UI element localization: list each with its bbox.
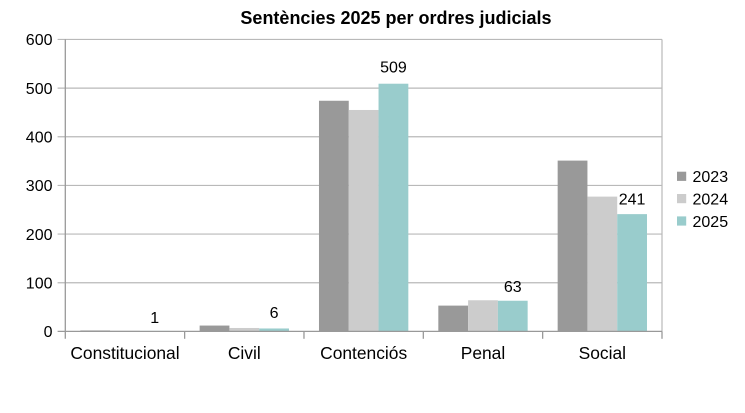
svg-text:63: 63 bbox=[504, 279, 522, 296]
svg-text:509: 509 bbox=[380, 60, 407, 77]
svg-text:0: 0 bbox=[44, 324, 53, 341]
svg-text:Sentències 2025 per ordres jud: Sentències 2025 per ordres judicials bbox=[240, 8, 551, 28]
svg-text:300: 300 bbox=[26, 178, 53, 195]
svg-text:100: 100 bbox=[26, 276, 53, 293]
svg-text:2025: 2025 bbox=[693, 214, 729, 231]
svg-text:500: 500 bbox=[26, 81, 53, 98]
svg-text:Contenciós: Contenciós bbox=[320, 343, 407, 363]
svg-text:Social: Social bbox=[579, 343, 626, 363]
svg-text:2024: 2024 bbox=[693, 191, 729, 208]
svg-text:400: 400 bbox=[26, 130, 53, 147]
svg-text:Constitucional: Constitucional bbox=[70, 343, 179, 363]
svg-text:Civil: Civil bbox=[228, 343, 261, 363]
svg-text:2023: 2023 bbox=[693, 169, 729, 186]
svg-text:200: 200 bbox=[26, 227, 53, 244]
svg-text:Penal: Penal bbox=[461, 343, 505, 363]
svg-text:241: 241 bbox=[619, 192, 646, 209]
svg-text:1: 1 bbox=[150, 310, 159, 327]
svg-text:600: 600 bbox=[26, 32, 53, 49]
svg-text:6: 6 bbox=[270, 305, 279, 322]
